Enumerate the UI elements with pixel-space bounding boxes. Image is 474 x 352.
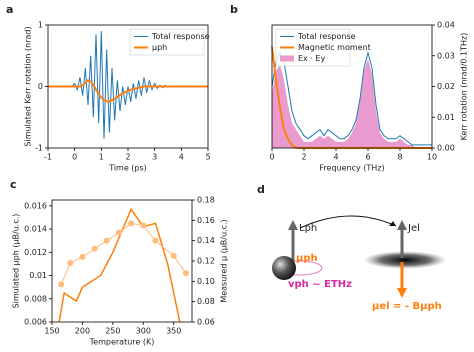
- x-tick-label: 0: [72, 153, 77, 162]
- plot-area: [58, 207, 189, 322]
- x-tick-label: 1: [99, 153, 104, 162]
- line: [60, 222, 187, 285]
- x-tick-label: 10: [427, 153, 437, 162]
- x-tick-label: 300: [136, 327, 151, 336]
- y-axis-label: Simulated μph (μB/u.c.): [12, 214, 21, 309]
- x-tick-label: 4: [333, 153, 338, 162]
- marker: [128, 220, 135, 227]
- legend-box: [129, 28, 205, 56]
- legend-label: Ex · Ey: [298, 54, 325, 63]
- y-tick-label: 0.01: [437, 113, 455, 122]
- x-tick-label: 0: [269, 153, 274, 162]
- y-tick-label: 0.16: [197, 216, 215, 225]
- marker: [58, 281, 65, 288]
- mu-arrowhead: [397, 288, 407, 298]
- marker: [115, 229, 122, 236]
- legend-label: Magnetic moment: [298, 43, 371, 52]
- area: [272, 58, 432, 149]
- x-tick-label: 250: [105, 327, 120, 336]
- j-label: Jel: [407, 223, 420, 234]
- y-tick-label: -1: [35, 144, 43, 153]
- marker: [79, 253, 86, 260]
- y-tick-label: 0.008: [24, 294, 47, 303]
- y-tick-label: 0.12: [197, 257, 215, 266]
- panel-letter: c: [10, 178, 17, 191]
- l-label: Lph: [299, 223, 317, 234]
- line: [48, 79, 208, 103]
- y-tick-label: 0.18: [197, 196, 215, 205]
- x-tick-label: 2: [125, 153, 130, 162]
- y-tick-label: 0.10: [197, 277, 215, 286]
- x-tick-label: 8: [397, 153, 402, 162]
- y-axis-label: Kerr rotation (nrad/0.1THz): [460, 33, 469, 141]
- x-tick-label: 5: [205, 153, 210, 162]
- x-axis-label: Frequency (THz): [319, 164, 384, 173]
- line: [271, 50, 432, 146]
- legend-swatch: [280, 55, 294, 62]
- x-tick-label: -1: [44, 153, 52, 162]
- legend-label: μph: [152, 43, 167, 52]
- x-tick-label: 2: [301, 153, 306, 162]
- y-tick-label: 0.016: [24, 201, 47, 210]
- panel-letter: b: [230, 3, 238, 16]
- legend-label: Total response: [151, 32, 210, 41]
- mu-el-label: μel = - Bμph: [372, 301, 442, 312]
- y-axis-label: Simulated Kerr rotation (nrad): [24, 26, 33, 146]
- x-axis-label: Temperature (K): [89, 338, 155, 347]
- y-tick-label: 0: [38, 82, 43, 91]
- y-tick-label: 0.00: [437, 144, 455, 153]
- l-arrowhead: [288, 220, 298, 230]
- v-label: vph ~ ETHz: [288, 279, 352, 290]
- y-tick-label: 0.08: [197, 297, 215, 306]
- y-tick-label: 1: [38, 21, 43, 30]
- y2-axis-label: Measured μ (μB/u.c.): [220, 219, 229, 302]
- marker: [140, 222, 147, 229]
- marker: [170, 252, 177, 259]
- y-tick-label: 0.012: [24, 248, 47, 257]
- y-tick-label: 0.014: [24, 225, 47, 234]
- y-tick-label: 0.04: [437, 21, 455, 30]
- mu-ph-label: μph: [296, 253, 318, 264]
- y-tick-label: 0.01: [29, 271, 47, 280]
- coupling-arrowhead: [389, 221, 396, 226]
- y-tick-label: 0.06: [197, 318, 215, 327]
- y-tick-label: 0.006: [24, 318, 47, 327]
- plot-area: [48, 31, 208, 139]
- marker: [182, 270, 189, 277]
- panel-letter: d: [257, 183, 265, 196]
- marker: [103, 237, 110, 244]
- marker: [91, 245, 98, 252]
- x-axis-label: Time (ps): [108, 164, 147, 173]
- x-tick-label: 150: [44, 327, 59, 336]
- y-tick-label: 0.03: [437, 51, 455, 60]
- marker: [67, 260, 74, 267]
- y-tick-label: 0.02: [437, 82, 455, 91]
- legend-label: Total response: [297, 32, 356, 41]
- marker: [152, 237, 159, 244]
- diagram: d Lph Jel μph vph ~ ETHz μel = - Bμph: [257, 183, 447, 312]
- x-tick-label: 4: [179, 153, 184, 162]
- x-tick-label: 200: [75, 327, 90, 336]
- x-tick-label: 350: [166, 327, 181, 336]
- panel-letter: a: [6, 3, 13, 16]
- y-tick-label: 0.14: [197, 236, 215, 245]
- axes-frame: [51, 199, 193, 323]
- j-arrowhead: [397, 220, 407, 230]
- x-tick-label: 3: [152, 153, 157, 162]
- electron-cloud: [363, 251, 447, 269]
- ion: [272, 256, 296, 280]
- x-tick-label: 6: [365, 153, 370, 162]
- coupling-arrow: [299, 215, 397, 229]
